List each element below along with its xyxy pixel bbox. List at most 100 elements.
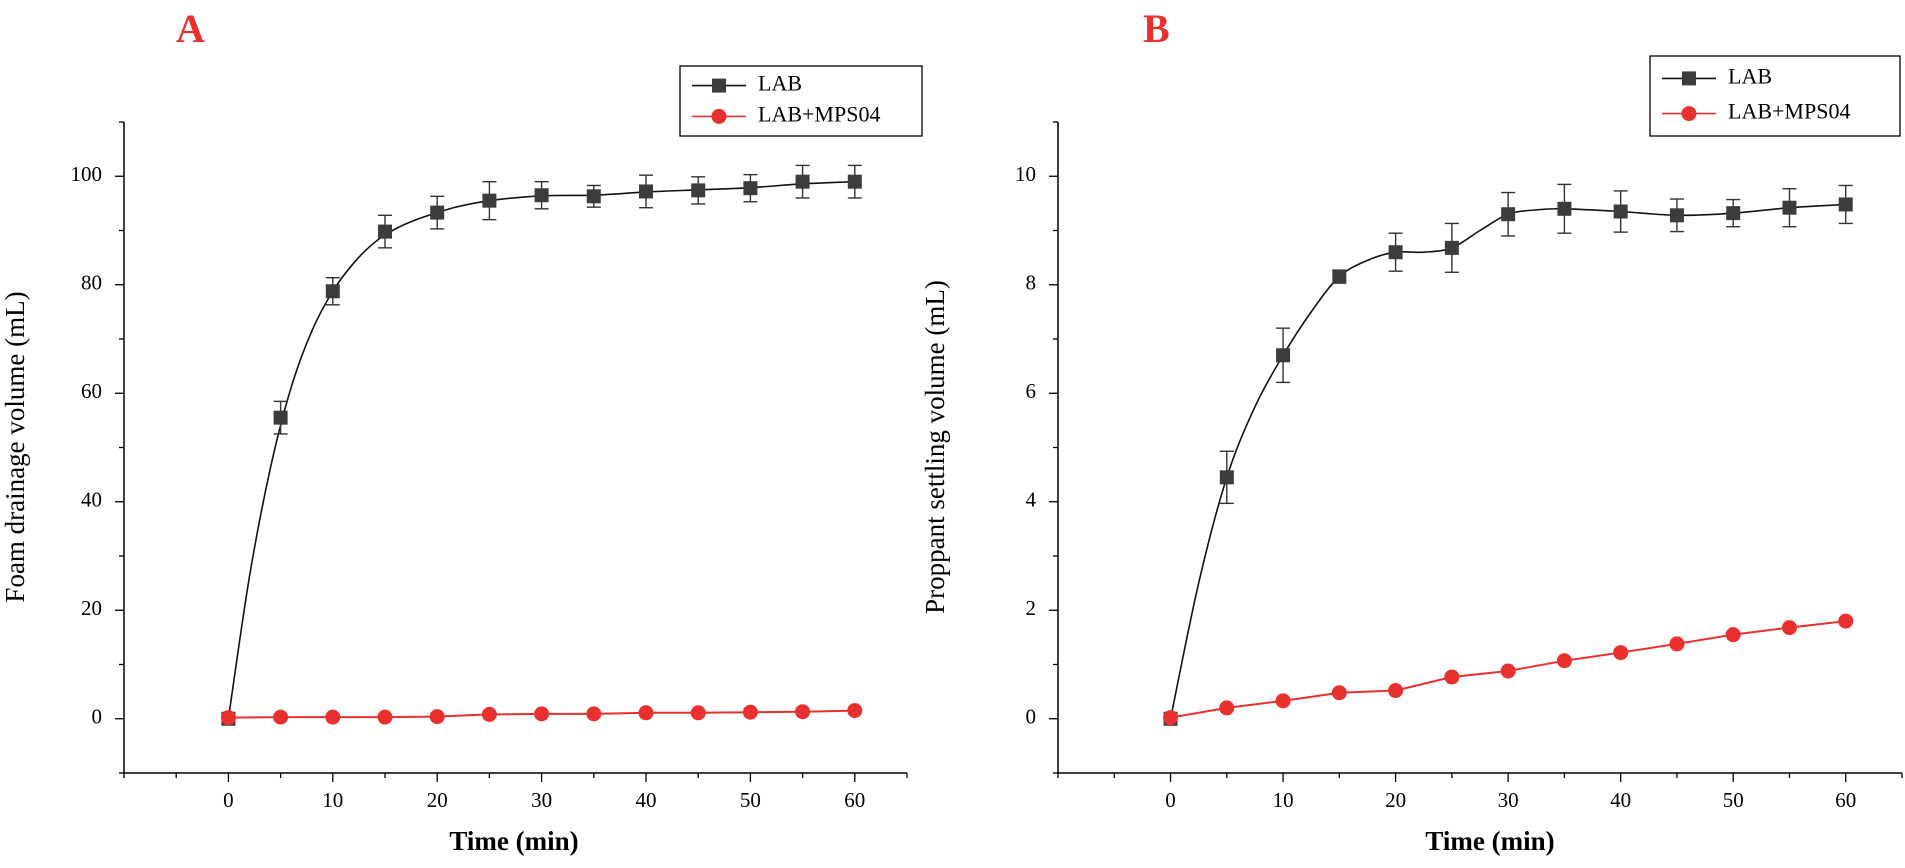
data-point <box>795 704 811 720</box>
data-point <box>743 181 758 196</box>
y-tick-label: 60 <box>81 379 102 403</box>
x-tick-label: 20 <box>427 788 448 812</box>
data-point <box>1669 208 1684 223</box>
series-line <box>227 180 855 719</box>
data-point <box>1613 204 1628 219</box>
data-point <box>742 704 758 720</box>
data-point <box>430 205 445 220</box>
legend: LAB LAB+MPS04 <box>1649 55 1901 137</box>
x-tick-label: 20 <box>1385 788 1406 812</box>
series-lab-mps04 <box>220 703 863 726</box>
y-tick-label: 100 <box>71 162 103 186</box>
data-point <box>1613 645 1629 661</box>
data-point <box>639 184 653 199</box>
data-point <box>273 410 288 425</box>
legend-marker <box>712 78 726 93</box>
legend-label: LAB <box>1728 63 1772 88</box>
legend-box <box>679 65 923 137</box>
data-point <box>1388 683 1404 699</box>
y-tick-label: 20 <box>81 596 102 620</box>
data-point <box>325 284 340 299</box>
data-point <box>690 705 706 721</box>
x-tick-label: 60 <box>1835 788 1856 812</box>
data-point <box>220 710 236 726</box>
legend-marker <box>1682 71 1696 86</box>
y-tick-label: 0 <box>1026 705 1037 729</box>
data-point <box>638 705 654 721</box>
x-tick-label: 30 <box>1498 788 1519 812</box>
y-tick-label: 2 <box>1026 596 1037 620</box>
y-tick-label: 0 <box>92 705 103 729</box>
data-point <box>1219 700 1235 716</box>
data-point <box>586 706 602 722</box>
x-axis-title: Time (min) <box>1425 826 1554 856</box>
y-tick-label: 80 <box>81 271 102 295</box>
panel-letter: A <box>176 6 205 51</box>
data-point <box>1725 627 1741 643</box>
y-axis-title: Proppant settling volume (mL) <box>920 280 950 614</box>
series-line <box>1169 203 1846 719</box>
x-tick-label: 0 <box>223 788 234 812</box>
legend-label: LAB+MPS04 <box>1728 99 1850 124</box>
data-point <box>534 706 550 722</box>
y-axis-title: Foam drainage volume (mL) <box>0 291 30 602</box>
data-point <box>847 703 863 719</box>
data-point <box>273 709 289 725</box>
data-point <box>482 193 497 208</box>
data-point <box>1557 201 1572 216</box>
x-tick-label: 60 <box>844 788 865 812</box>
x-tick-label: 10 <box>1273 788 1294 812</box>
y-tick-label: 6 <box>1026 379 1037 403</box>
data-point <box>1332 269 1347 284</box>
series-lab <box>221 164 862 726</box>
legend: LAB LAB+MPS04 <box>679 65 923 137</box>
x-tick-label: 40 <box>636 788 657 812</box>
legend-label: LAB <box>758 71 802 96</box>
data-point <box>1276 348 1291 363</box>
series-lab <box>1163 183 1853 726</box>
data-point <box>1444 240 1459 255</box>
data-point <box>1275 693 1291 709</box>
x-tick-label: 30 <box>531 788 552 812</box>
data-point <box>325 709 341 725</box>
legend-box <box>1649 55 1901 137</box>
data-point <box>534 188 549 203</box>
data-point <box>586 189 601 204</box>
chart-panel-a: A 0 20 40 60 80 100 0 10 20 30 40 50 60 Time (min) Foam… <box>0 6 923 856</box>
data-point <box>1669 636 1685 652</box>
data-point <box>1163 710 1179 726</box>
data-point <box>1782 200 1797 215</box>
x-tick-label: 50 <box>740 788 761 812</box>
data-point <box>1500 663 1516 679</box>
legend-label: LAB+MPS04 <box>758 101 880 126</box>
panel-letter: B <box>1143 6 1170 51</box>
data-point <box>1838 613 1854 629</box>
x-tick-label: 10 <box>322 788 343 812</box>
data-point <box>1781 620 1797 636</box>
y-tick-label: 10 <box>1015 162 1036 186</box>
x-tick-label: 40 <box>1610 788 1631 812</box>
y-tick-label: 4 <box>1026 488 1037 512</box>
y-tick-label: 40 <box>81 488 102 512</box>
x-tick-label: 0 <box>1165 788 1176 812</box>
data-point <box>1444 669 1460 685</box>
legend-marker <box>711 108 727 124</box>
data-point <box>1501 207 1516 222</box>
y-tick-label: 8 <box>1026 271 1037 295</box>
x-tick-label: 50 <box>1723 788 1744 812</box>
data-point <box>1219 470 1234 485</box>
data-point <box>795 174 810 189</box>
series-lab-mps04 <box>1163 613 1854 726</box>
data-point <box>377 709 393 725</box>
data-point <box>1726 206 1741 221</box>
data-point <box>1838 197 1853 212</box>
data-point <box>378 224 392 239</box>
legend-marker <box>1681 106 1697 122</box>
data-point <box>1388 245 1403 260</box>
data-point <box>481 706 497 722</box>
data-point <box>429 709 445 725</box>
data-point <box>847 174 862 189</box>
data-point <box>691 183 706 198</box>
chart-panel-b: B 0 2 4 6 8 10 0 10 20 30 40 50 60 Time (min) Proppant … <box>920 6 1903 856</box>
